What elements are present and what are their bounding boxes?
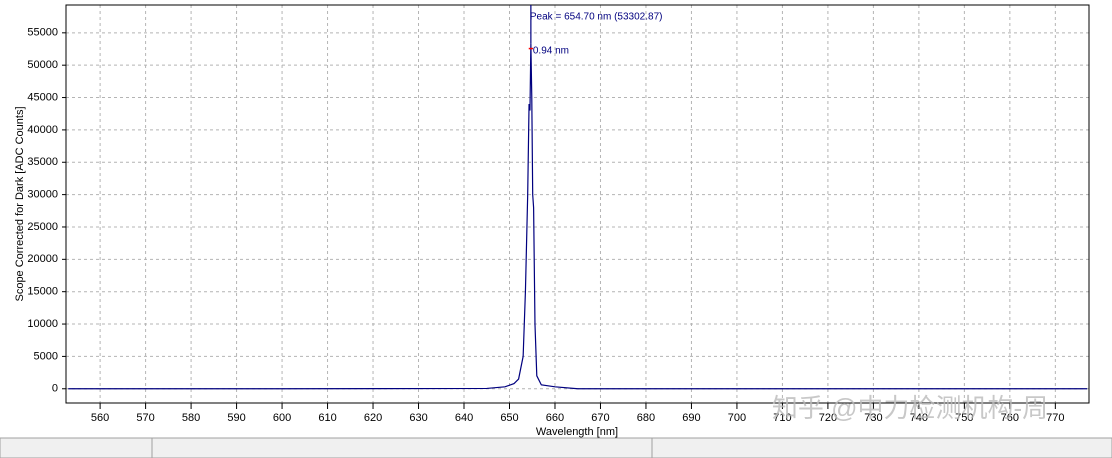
x-tick-label: 730 [864, 412, 882, 424]
fwhm-label: 0.94 nm [533, 46, 569, 57]
spectrum-line [68, 43, 1088, 390]
x-tick-label: 660 [546, 412, 564, 424]
plot-frame [65, 4, 1090, 404]
x-tick-label: 760 [1001, 412, 1019, 424]
x-tick-label: 640 [455, 412, 473, 424]
fwhm-marker [528, 47, 534, 50]
x-tick-label: 590 [227, 412, 245, 424]
peak-label: Peak = 654.70 nm (53302.87) [530, 12, 663, 23]
y-tick-label: 40000 [27, 124, 58, 136]
x-tick-label: 680 [637, 412, 655, 424]
x-tick-label: 740 [910, 412, 928, 424]
y-tick-label: 30000 [27, 189, 58, 201]
x-tick-label: 630 [409, 412, 427, 424]
x-tick-label: 570 [136, 412, 154, 424]
x-tick-label: 720 [819, 412, 837, 424]
y-tick-label: 15000 [27, 286, 58, 298]
x-tick-label: 620 [364, 412, 382, 424]
x-tick-label: 600 [273, 412, 291, 424]
y-tick-label: 45000 [27, 91, 58, 103]
x-tick-label: 700 [728, 412, 746, 424]
y-tick-label: 35000 [27, 156, 58, 168]
y-tick-label: 5000 [34, 350, 58, 362]
y-tick-label: 0 [52, 383, 58, 395]
y-tick-label: 50000 [27, 59, 58, 71]
x-tick-label: 710 [773, 412, 791, 424]
x-axis-label: Wavelength [nm] [536, 426, 618, 438]
x-tick-label: 610 [318, 412, 336, 424]
x-tick-label: 560 [91, 412, 109, 424]
x-tick-label: 580 [182, 412, 200, 424]
y-axis-label: Scope Corrected for Dark [ADC Counts] [14, 106, 26, 301]
y-tick-label: 10000 [27, 318, 58, 330]
x-tick-label: 770 [1046, 412, 1064, 424]
x-tick-label: 690 [682, 412, 700, 424]
x-tick-label: 750 [955, 412, 973, 424]
x-tick-label: 650 [500, 412, 518, 424]
x-tick-label: 670 [591, 412, 609, 424]
watermark: 知乎 @中力检测机构-周 [772, 393, 1048, 423]
y-tick-label: 25000 [27, 221, 58, 233]
y-tick-label: 20000 [27, 253, 58, 265]
status-bar [0, 437, 1112, 458]
y-tick-label: 55000 [27, 27, 58, 39]
